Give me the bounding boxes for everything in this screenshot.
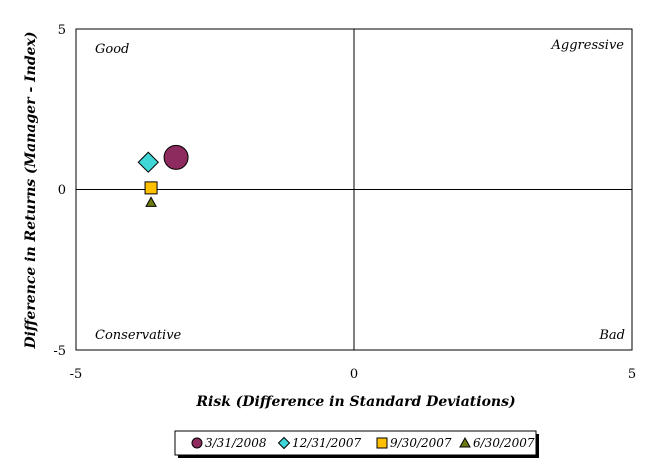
legend-label: 6/30/2007: [473, 436, 535, 450]
data-point-square: [144, 181, 158, 195]
data-point-circle: [163, 144, 189, 170]
legend-marker-diamond: [277, 436, 291, 450]
quadrant-label-bad: Bad: [598, 328, 625, 343]
quadrant-label-aggressive: Aggressive: [551, 38, 625, 53]
y-axis-title: Difference in Returns (Manager - Index): [23, 31, 39, 349]
legend-marker-triangle: [459, 436, 471, 448]
legend-label: 12/31/2007: [292, 436, 362, 450]
data-point-diamond: [137, 151, 159, 173]
quadrant-label-good: Good: [95, 42, 129, 57]
y-tick-label: -5: [53, 344, 66, 359]
x-axis-title: Risk (Difference in Standard Deviations): [195, 394, 515, 410]
x-tick-label: 0: [350, 367, 358, 382]
data-point-triangle: [145, 196, 157, 207]
legend: 3/31/2008 12/31/2007 9/30/2007 6/30/2007: [191, 436, 535, 450]
x-tick-label: -5: [70, 367, 83, 382]
y-tick-label: 5: [58, 23, 66, 38]
y-tick-label: 0: [58, 183, 66, 198]
legend-box: [174, 430, 537, 456]
legend-marker-square: [376, 437, 388, 449]
legend-label: 9/30/2007: [390, 436, 452, 450]
legend-label: 3/31/2008: [205, 436, 267, 450]
data-points: [137, 144, 189, 207]
x-tick-label: 5: [628, 367, 636, 382]
legend-marker-circle: [191, 437, 203, 449]
quadrant-label-conservative: Conservative: [95, 328, 182, 343]
